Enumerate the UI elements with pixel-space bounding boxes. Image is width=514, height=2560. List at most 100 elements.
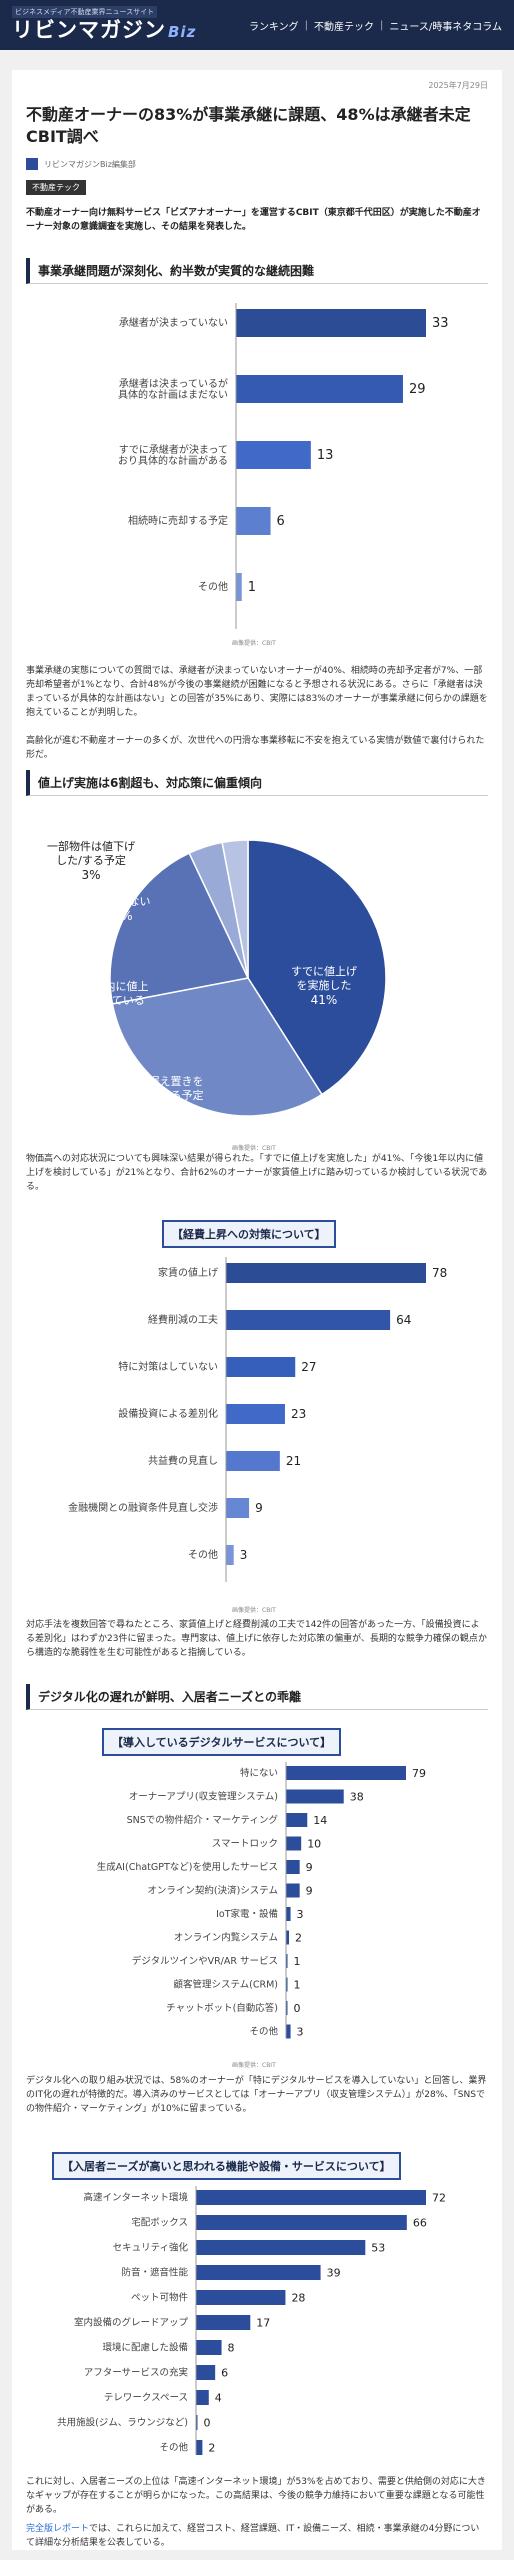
category-label: ペット可物件 — [131, 2292, 189, 2304]
paragraph-digital: デジタル化への取り組み状況では、58%のオーナーが「特にデジタルサービスを導入し… — [26, 2076, 487, 2114]
article-author[interactable]: リビンマガジンBiz編集部 — [26, 158, 136, 170]
bar — [286, 2024, 291, 2039]
value-label: 9 — [255, 1501, 263, 1515]
category-label: デジタルツインやVR/AR サービス — [132, 1955, 278, 1967]
article-card: 2025年7月29日 不動産オーナーの83%が事業承継に課題、48%は承継者未定… — [12, 70, 502, 2550]
value-label: 1 — [294, 1955, 301, 1968]
pie-slice — [221, 839, 249, 979]
category-label: 金融機関との融資条件見直し交渉 — [68, 1501, 218, 1514]
image-source-label: 画像提供：CBIT — [232, 2062, 276, 2069]
category-label: 特に対策はしていない — [118, 1360, 218, 1373]
value-label: 9 — [306, 1885, 313, 1898]
bar — [286, 1813, 308, 1827]
value-label: 64 — [396, 1313, 411, 1327]
category-label: IoT家電・設備 — [216, 1908, 278, 1920]
category-label: その他 — [249, 2026, 278, 2038]
bar — [236, 375, 403, 403]
paragraph-succession: 事業承継の実態についての質問では、承継者が決まっていないオーナーが40%、相続時… — [26, 666, 488, 718]
bar — [286, 1977, 288, 1992]
value-label: 6 — [221, 2367, 228, 2380]
bar — [286, 1954, 288, 1968]
value-label: 53 — [371, 2242, 385, 2255]
value-label: 0 — [204, 2417, 211, 2430]
section-heading-pricing: 値上げ実施は6割超も、対応策に偏重傾向 — [26, 770, 488, 796]
site-header: ビジネスメディア不動産業界ニュースサイト リビンマガジン Biz ランキング | … — [0, 0, 514, 50]
value-label: 10 — [307, 1838, 321, 1851]
bar — [236, 573, 242, 601]
pie-slice — [247, 839, 387, 1096]
category-label: 室内設備のグレードアップ — [74, 2317, 189, 2329]
category-label: 承継者が決まっていない — [119, 316, 228, 329]
category-label: 特にない — [240, 1767, 278, 1779]
slice-label: 一部物件は値下げした/する予定 3% — [47, 839, 135, 882]
paragraph-aging: 高齢化が進む不動産オーナーの多くが、次世代への円滑な事業移転に不安を抱えている実… — [26, 736, 485, 760]
bar — [286, 1907, 291, 1921]
category-label: SNSでの物件紹介・マーケティング — [127, 1814, 279, 1826]
value-label: 6 — [277, 514, 285, 529]
bar — [196, 2415, 198, 2430]
value-label: 3 — [297, 2026, 304, 2039]
bar — [226, 1451, 280, 1471]
category-label: スマートロック — [212, 1839, 278, 1850]
full-report-link[interactable]: 完全版レポート — [26, 2524, 90, 2534]
section-heading-digital: デジタル化の遅れが鮮明、入居者ニーズとの乖離 — [26, 1684, 488, 1710]
category-label: アフターサービスの充実 — [84, 2367, 189, 2379]
bar — [226, 1404, 285, 1424]
image-source-label: 画像提供：CBIT — [232, 1145, 276, 1152]
image-source-label: 画像提供：CBIT — [232, 640, 276, 647]
category-label: その他 — [159, 2442, 188, 2454]
global-nav: ランキング | 不動産テック | ニュース/時事ネタコラム — [249, 18, 502, 33]
category-label: オンライン契約(決済)システム — [147, 1885, 278, 1897]
bar — [196, 2265, 321, 2280]
value-label: 23 — [291, 1407, 306, 1421]
value-label: 14 — [313, 1814, 327, 1827]
nav-realestate-tech[interactable]: 不動産テック — [314, 21, 375, 33]
slice-label: すでに値上げを実施した 41% — [291, 965, 357, 1007]
bar — [226, 1357, 296, 1377]
bar — [286, 1836, 302, 1851]
bar — [226, 1545, 234, 1565]
paragraph-report: 完全版レポートでは、これらに加えて、経営コスト、経営課題、IT・設備ニーズ、相続… — [26, 2522, 488, 2550]
logo-main: リビンマガジン — [12, 18, 166, 42]
category-label: 共益費の見直し — [148, 1454, 218, 1467]
value-label: 78 — [432, 1266, 447, 1280]
category-label: その他 — [188, 1548, 218, 1561]
nav-ranking[interactable]: ランキング — [248, 21, 299, 33]
paragraph-measures: 対応手法を複数回答で尋ねたところ、家賃値上げと経費削減の工夫で142件の回答があ… — [26, 1620, 487, 1658]
nav-divider: | — [304, 19, 309, 31]
nav-divider: | — [380, 19, 384, 31]
digital-bar-chart: 特にない 79 オーナーアプリ(収支管理システム) 38 SNSでの物件紹介・マーケティ… — [97, 1762, 426, 2039]
bar — [286, 1766, 406, 1780]
value-label: 1 — [294, 1979, 301, 1992]
category-label: 共用施設(ジム、ラウンジなど) — [57, 2417, 188, 2429]
value-label: 27 — [301, 1360, 316, 1374]
category-label: 高速インターネット環境 — [83, 2192, 188, 2204]
nav-news[interactable]: ニュース/時事ネタコラム — [389, 21, 502, 33]
bar — [196, 2315, 251, 2330]
value-label: 66 — [413, 2217, 427, 2230]
category-label: 経費削減の工夫 — [148, 1313, 218, 1326]
author-name: リビンマガジンBiz編集部 — [44, 159, 136, 169]
bar — [196, 2240, 366, 2255]
category-label: その他 — [198, 580, 228, 593]
category-tag[interactable]: 不動産テック — [26, 180, 86, 195]
bar — [196, 2390, 209, 2405]
needs-bar-chart: 高速インターネット環境 72 宅配ボックス 66 セキュリティ強化 53 防音・遮音性能 39… — [57, 2186, 446, 2455]
value-label: 3 — [240, 1548, 248, 1562]
slice-label: わからない 4% — [96, 895, 151, 923]
pricing-pie-chart: すでに値上げを実施した 41% 据え置きを続ける予定 31% 今後1年以内に値上げを検討… — [47, 839, 387, 1117]
category-label: テレワークスペース — [104, 2393, 188, 2404]
author-avatar-icon — [26, 158, 38, 170]
slice-label: 据え置きを続ける予定 31% — [149, 1074, 204, 1117]
value-label: 1 — [248, 580, 256, 595]
category-label: すでに承継者が決まっており具体的な計画がある — [118, 443, 228, 467]
bar — [236, 507, 271, 535]
article-title: 不動産オーナーの83%が事業承継に課題、48%は承継者未定 CBIT調べ — [26, 105, 471, 146]
category-label: 顧客管理システム(CRM) — [173, 1979, 278, 1991]
bar — [196, 2365, 216, 2380]
value-label: 13 — [317, 448, 334, 463]
site-logo[interactable]: ビジネスメディア不動産業界ニュースサイト リビンマガジン Biz — [12, 6, 196, 44]
bar — [226, 1263, 426, 1283]
bar — [196, 2440, 203, 2455]
category-label: セキュリティ強化 — [113, 2242, 189, 2254]
